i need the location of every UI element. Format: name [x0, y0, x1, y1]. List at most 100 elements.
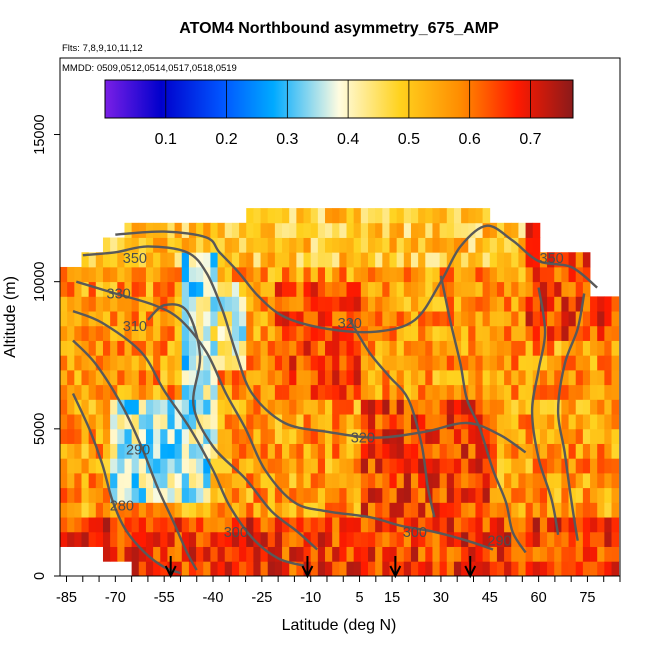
heatmap-cell	[582, 355, 591, 371]
heatmap-cell	[95, 340, 104, 356]
heatmap-cell	[267, 237, 276, 253]
heatmap-cell	[224, 369, 233, 386]
heatmap-cell	[160, 487, 168, 503]
heatmap-cell	[224, 355, 233, 371]
heatmap-cell	[582, 296, 591, 312]
heatmap-cell	[95, 399, 104, 415]
heatmap-cell	[239, 222, 247, 238]
heatmap-cell	[203, 384, 211, 400]
heatmap-cell	[568, 458, 577, 474]
heatmap-cell	[582, 399, 591, 415]
heatmap-cell	[489, 443, 498, 459]
heatmap-cell	[124, 443, 133, 459]
heatmap-cell	[425, 266, 433, 283]
heatmap-cell	[439, 311, 448, 327]
heatmap-cell	[360, 472, 369, 489]
heatmap-cell	[325, 252, 333, 268]
heatmap-cell	[597, 355, 605, 371]
heatmap-cell	[153, 252, 161, 268]
heatmap-cell	[346, 487, 355, 503]
heatmap-cell	[210, 399, 218, 415]
heatmap-cell	[231, 311, 240, 327]
heatmap-cell	[188, 428, 197, 444]
heatmap-cell	[554, 502, 562, 518]
heatmap-cell	[110, 458, 118, 474]
heatmap-cell	[210, 546, 218, 562]
heatmap-cell	[525, 414, 534, 430]
heatmap-cell	[117, 531, 125, 547]
heatmap-cell	[239, 399, 247, 415]
heatmap-cell	[145, 428, 154, 444]
heatmap-cell	[253, 502, 261, 518]
heatmap-cell	[282, 355, 290, 371]
heatmap-cell	[196, 458, 204, 474]
heatmap-cell	[196, 531, 204, 547]
heatmap-cell	[582, 517, 591, 533]
heatmap-cell	[382, 340, 390, 356]
heatmap-cell	[131, 266, 140, 283]
heatmap-cell	[95, 428, 104, 444]
heatmap-cell	[124, 399, 133, 415]
heatmap-cell	[539, 443, 548, 459]
heatmap-cell	[360, 502, 369, 518]
heatmap-cell	[489, 517, 498, 533]
heatmap-cell	[346, 414, 355, 430]
heatmap-cell	[475, 311, 483, 327]
heatmap-cell	[296, 428, 304, 444]
heatmap-cell	[511, 325, 519, 341]
heatmap-cell	[131, 517, 140, 533]
heatmap-cell	[260, 428, 269, 444]
heatmap-cell	[568, 517, 577, 533]
heatmap-cell	[325, 502, 333, 518]
heatmap-cell	[95, 487, 104, 503]
heatmap-cell	[504, 281, 512, 297]
heatmap-cell	[260, 502, 269, 518]
heatmap-cell	[511, 384, 519, 400]
colorbar-tick-label: 0.5	[398, 131, 420, 148]
heatmap-cell	[124, 266, 133, 283]
heatmap-cell	[590, 399, 598, 415]
heatmap-cell	[188, 531, 197, 547]
heatmap-cell	[382, 399, 390, 415]
heatmap-cell	[418, 428, 426, 444]
heatmap-cell	[539, 561, 548, 576]
heatmap-cell	[432, 311, 441, 327]
heatmap-cell	[582, 340, 591, 356]
heatmap-cell	[253, 561, 261, 576]
heatmap-cell	[67, 296, 75, 312]
heatmap-cell	[274, 311, 283, 327]
heatmap-cell	[525, 428, 534, 444]
heatmap-cell	[511, 340, 519, 356]
heatmap-cell	[396, 472, 405, 489]
heatmap-cell	[282, 369, 290, 386]
heatmap-cell	[396, 296, 405, 312]
heatmap-cell	[282, 340, 290, 356]
heatmap-cell	[604, 487, 612, 503]
heatmap-cell	[425, 281, 433, 297]
heatmap-cell	[74, 311, 82, 327]
heatmap-cell	[396, 252, 405, 268]
heatmap-cell	[461, 296, 469, 312]
heatmap-cell	[346, 502, 355, 518]
heatmap-cell	[389, 237, 398, 253]
heatmap-cell	[124, 222, 133, 238]
heatmap-cell	[518, 487, 526, 503]
heatmap-cell	[160, 561, 168, 576]
heatmap-cell	[418, 325, 426, 341]
heatmap-cell	[382, 561, 390, 576]
heatmap-cell	[353, 472, 362, 489]
heatmap-cell	[482, 487, 491, 503]
heatmap-cell	[360, 296, 369, 312]
heatmap-cell	[81, 340, 90, 356]
heatmap-cell	[597, 428, 605, 444]
heatmap-cell	[131, 428, 140, 444]
heatmap-cell	[590, 325, 598, 341]
heatmap-cell	[231, 281, 240, 297]
heatmap-cell	[439, 355, 448, 371]
heatmap-cell	[453, 428, 462, 444]
colorbar-tick-label: 0.4	[337, 131, 359, 148]
heatmap-cell	[253, 443, 261, 459]
heatmap-cell	[446, 487, 455, 503]
heatmap-cell	[496, 531, 505, 547]
heatmap-cell	[496, 237, 505, 253]
